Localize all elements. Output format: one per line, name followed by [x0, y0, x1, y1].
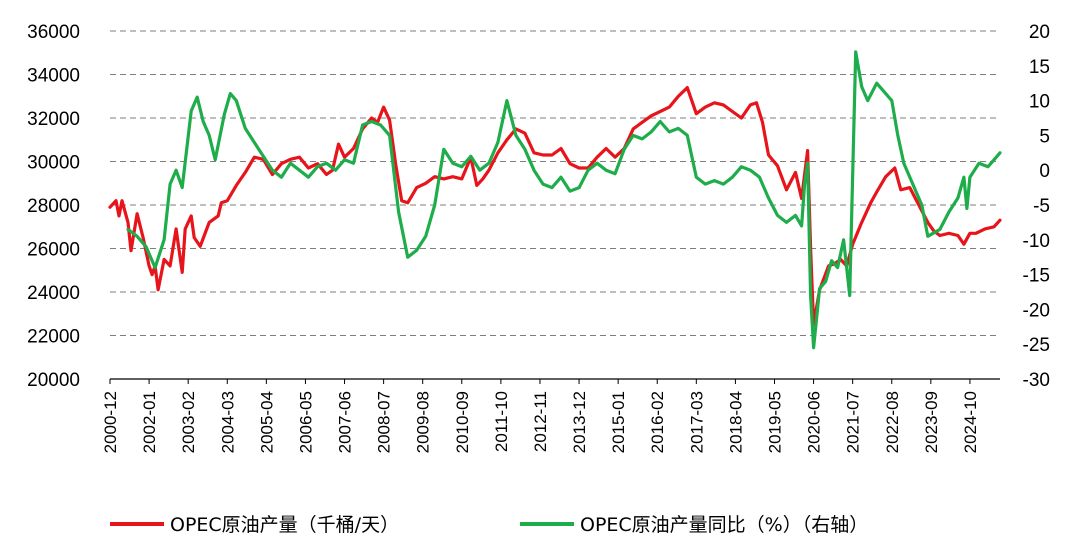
x-tick-label: 2008-07 — [375, 391, 394, 453]
legend-swatch-production — [110, 521, 164, 526]
legend-swatch-yoy — [520, 521, 574, 526]
left-tick-label: 28000 — [27, 196, 80, 217]
left-tick-label: 24000 — [27, 283, 80, 304]
right-tick-label: -30 — [1023, 370, 1050, 391]
x-tick-label: 2007-06 — [336, 391, 355, 453]
legend-label-yoy: OPEC原油产量同比（%）（右轴） — [580, 514, 869, 536]
x-tick-label: 2023-09 — [922, 391, 941, 453]
series-lines — [108, 50, 1002, 350]
x-tick-label: 2013-12 — [570, 391, 589, 453]
x-tick-label: 2017-03 — [687, 391, 706, 453]
legend-label-production: OPEC原油产量（千桶/天） — [170, 514, 400, 536]
x-tick-label: 2009-08 — [414, 391, 433, 453]
right-tick-label: 5 — [1039, 126, 1050, 147]
left-tick-label: 20000 — [27, 370, 80, 391]
series-line-yoy — [126, 50, 1002, 350]
x-tick-label: 2005-04 — [257, 391, 276, 453]
right-tick-label: 15 — [1029, 57, 1050, 78]
right-axis-ticks: -30 -25 -20 -15 -10 -5 0 5 10 15 20 — [1023, 22, 1050, 391]
legend-production: OPEC原油产量（千桶/天） — [110, 510, 399, 537]
x-tick-label: 2002-01 — [140, 391, 159, 453]
left-tick-label: 36000 — [27, 22, 80, 43]
right-tick-label: -25 — [1023, 335, 1050, 356]
x-tick-label: 2016-02 — [648, 391, 667, 453]
right-tick-label: 20 — [1029, 22, 1050, 43]
x-tick-label: 2018-04 — [726, 391, 745, 453]
right-tick-label: -20 — [1023, 300, 1050, 321]
x-tick-label: 2000-12 — [101, 391, 120, 453]
x-tick-label: 2022-08 — [883, 391, 902, 453]
left-tick-label: 22000 — [27, 327, 80, 348]
left-tick-label: 26000 — [27, 240, 80, 261]
right-tick-label: -10 — [1023, 231, 1050, 252]
x-tick-label: 2006-05 — [296, 391, 315, 453]
x-axis: 2000-12 2002-01 2003-02 2004-03 2005-04 2006-… — [101, 378, 1000, 453]
x-tick-label: 2021-07 — [844, 391, 863, 453]
left-axis-ticks: 20000 22000 24000 26000 28000 30000 32000 34000… — [27, 22, 80, 391]
chart: 20000 22000 24000 26000 28000 30000 32000 34000… — [27, 22, 1050, 453]
left-tick-label: 32000 — [27, 109, 80, 130]
right-tick-label: 0 — [1039, 161, 1050, 182]
x-tick-label: 2011-10 — [492, 391, 511, 452]
left-tick-label: 30000 — [27, 153, 80, 174]
right-tick-label: 10 — [1029, 92, 1050, 113]
x-tick-label: 2004-03 — [218, 391, 237, 453]
legend-yoy: OPEC原油产量同比（%）（右轴） — [520, 510, 868, 537]
right-tick-label: -5 — [1033, 196, 1050, 217]
x-tick-label: 2020-06 — [805, 391, 824, 453]
x-tick-label: 2012-11 — [531, 391, 550, 452]
x-tick-label: 2010-09 — [453, 391, 472, 453]
x-tick-label: 2019-05 — [765, 391, 784, 453]
x-tick-label: 2024-10 — [961, 391, 980, 453]
left-tick-label: 34000 — [27, 66, 80, 87]
right-tick-label: -15 — [1023, 266, 1050, 287]
x-tick-label: 2015-01 — [609, 391, 628, 453]
x-tick-label: 2003-02 — [179, 391, 198, 453]
